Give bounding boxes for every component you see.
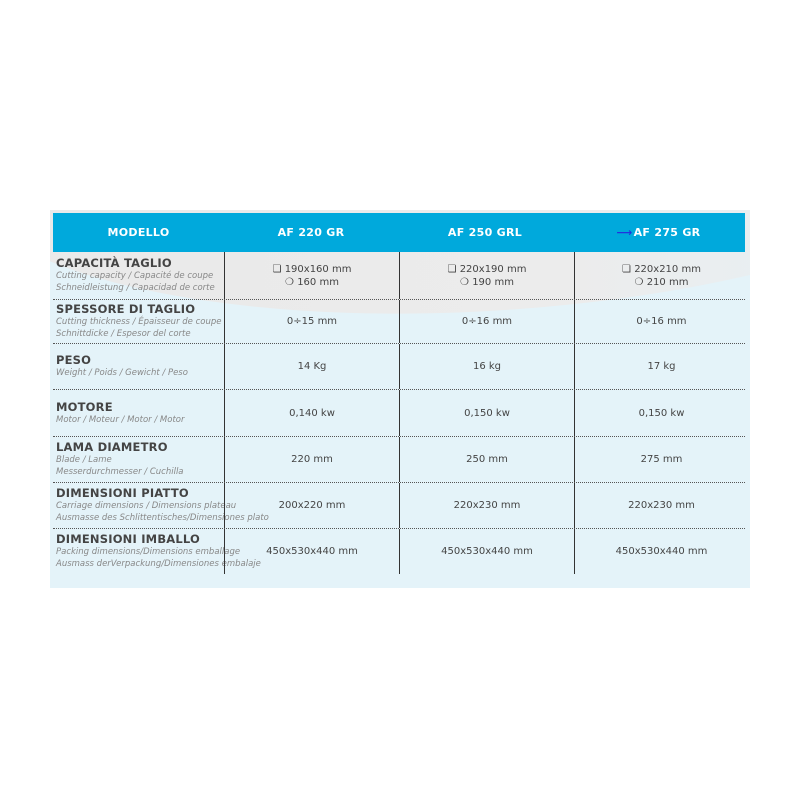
table-row: PESO Weight / Poids / Gewicht / Peso 14 Kg…: [53, 344, 745, 390]
value-cell: 220 mm: [224, 437, 399, 482]
value-cell: 0,140 kw: [224, 390, 399, 436]
table-row: DIMENSIONI IMBALLO Packing dimensions/Dim…: [53, 529, 745, 574]
value-text: ❏ 220x190 mm: [447, 263, 527, 275]
row-title: DIMENSIONI PIATTO: [56, 486, 189, 500]
value-cell: 0,150 kw: [399, 390, 574, 436]
value-cell: 250 mm: [399, 437, 574, 482]
row-subtitle: Carriage dimensions / Dimensions plateau: [56, 501, 237, 511]
row-subtitle: Blade / Lame: [56, 455, 112, 465]
row-subtitle: Motor / Moteur / Motor / Motor: [56, 414, 185, 425]
value-cell: 0÷16 mm: [399, 300, 574, 343]
row-title: SPESSORE DI TAGLIO: [56, 302, 196, 316]
value-cell: 450x530x440 mm: [399, 529, 574, 574]
row-title: PESO: [56, 353, 92, 367]
row-title: LAMA DIAMETRO: [56, 440, 168, 454]
value-text: 16 kg: [472, 361, 502, 372]
value-text: 200x220 mm: [278, 500, 346, 511]
row-subtitle: Packing dimensions/Dimensions emballage: [56, 547, 241, 557]
row-subtitle: Messerdurchmesser / Cuchilla: [56, 467, 184, 477]
value-cell: 275 mm: [574, 437, 748, 482]
value-text: 220 mm: [291, 454, 333, 465]
value-text: ❏ 190x160 mm: [272, 263, 352, 275]
value-cell: 14 Kg: [224, 344, 399, 389]
value-cell: 450x530x440 mm: [574, 529, 748, 574]
row-subtitle: Cutting capacity / Capacité de coupe: [56, 271, 214, 281]
value-text: 0÷15 mm: [286, 316, 338, 327]
row-label: DIMENSIONI IMBALLO Packing dimensions/Dim…: [53, 529, 261, 574]
row-label: CAPACITÀ TAGLIO Cutting capacity / Capaci…: [53, 252, 224, 299]
value-cell: 0÷15 mm: [224, 300, 399, 343]
table-row: LAMA DIAMETRO Blade / Lame Messerdurchmess…: [53, 437, 745, 483]
value-cell: 200x220 mm: [224, 483, 399, 528]
row-subtitle: Weight / Poids / Gewicht / Peso: [56, 368, 188, 378]
value-text: 220x230 mm: [453, 500, 521, 511]
row-subtitle: Ausmass derVerpackung/Dimensiones embala…: [56, 559, 261, 569]
value-text: ❍ 160 mm: [285, 276, 339, 288]
row-title: MOTORE: [56, 399, 113, 414]
value-cell: 0÷16 mm: [574, 300, 748, 343]
value-text: ❍ 210 mm: [634, 276, 689, 288]
table-header: MODELLO AF 220 GR AF 250 GRL ⟶ AF 275 GR: [53, 213, 745, 252]
header-af220gr: AF 220 GR: [277, 226, 345, 239]
header-modello: MODELLO: [107, 226, 170, 239]
value-text: ❏ 220x210 mm: [622, 263, 701, 275]
table-row: DIMENSIONI PIATTO Carriage dimensions / D…: [53, 483, 745, 529]
row-subtitle: Schneidleistung / Capacidad de corte: [56, 283, 215, 293]
value-text: 14 Kg: [297, 361, 327, 372]
row-title: DIMENSIONI IMBALLO: [56, 532, 201, 546]
arrow-right-icon: ⟶: [616, 226, 633, 239]
value-cell: 220x230 mm: [399, 483, 574, 528]
value-text: 0÷16 mm: [461, 316, 513, 327]
value-text: 450x530x440 mm: [266, 546, 358, 557]
value-text: 450x530x440 mm: [615, 546, 708, 557]
value-cell: 0,150 kw: [574, 390, 748, 436]
value-cell: 16 kg: [399, 344, 574, 389]
row-subtitle: Cutting thickness / Épaisseur de coupe: [56, 317, 222, 327]
row-title: CAPACITÀ TAGLIO: [56, 256, 172, 270]
row-label: DIMENSIONI PIATTO Carriage dimensions / D…: [53, 483, 269, 528]
value-text: 275 mm: [640, 454, 683, 465]
table-row: SPESSORE DI TAGLIO Cutting thickness / Ép…: [53, 300, 745, 344]
row-label: MOTORE Motor / Moteur / Motor / Motor: [53, 390, 224, 436]
value-cell: 17 kg: [574, 344, 748, 389]
table-row: MOTORE Motor / Moteur / Motor / Motor 0,14…: [53, 390, 745, 437]
row-subtitle: Schnittdicke / Espesor del corte: [56, 329, 191, 339]
row-label: LAMA DIAMETRO Blade / Lame Messerdurchmess…: [53, 437, 224, 482]
header-af275gr: ⟶ AF 275 GR: [616, 226, 701, 239]
value-cell: 220x230 mm: [574, 483, 748, 528]
table-body: CAPACITÀ TAGLIO Cutting capacity / Capaci…: [53, 252, 745, 574]
header-af250grl: AF 250 GRL: [447, 226, 523, 239]
value-cell: ❏ 220x210 mm ❍ 210 mm: [574, 252, 748, 299]
row-subtitle: Ausmasse des Schlittentisches/Dimensione…: [56, 513, 269, 523]
value-text: 17 kg: [647, 361, 676, 372]
spec-table-panel: MODELLO AF 220 GR AF 250 GRL ⟶ AF 275 GR …: [50, 210, 750, 588]
value-text: 0,150 kw: [638, 407, 685, 419]
value-text: ❍ 190 mm: [460, 276, 514, 288]
value-text: 0,150 kw: [464, 407, 510, 419]
row-label: PESO Weight / Poids / Gewicht / Peso: [53, 344, 224, 389]
value-text: 0÷16 mm: [636, 316, 687, 327]
value-cell: ❏ 190x160 mm ❍ 160 mm: [224, 252, 399, 299]
value-text: 220x230 mm: [628, 500, 695, 511]
value-cell: 450x530x440 mm: [224, 529, 399, 574]
value-cell: ❏ 220x190 mm ❍ 190 mm: [399, 252, 574, 299]
row-label: SPESSORE DI TAGLIO Cutting thickness / Ép…: [53, 300, 224, 343]
table-row: CAPACITÀ TAGLIO Cutting capacity / Capaci…: [53, 252, 745, 300]
value-text: 450x530x440 mm: [441, 546, 533, 557]
value-text: 250 mm: [466, 454, 508, 465]
value-text: 0,140 kw: [289, 407, 335, 419]
